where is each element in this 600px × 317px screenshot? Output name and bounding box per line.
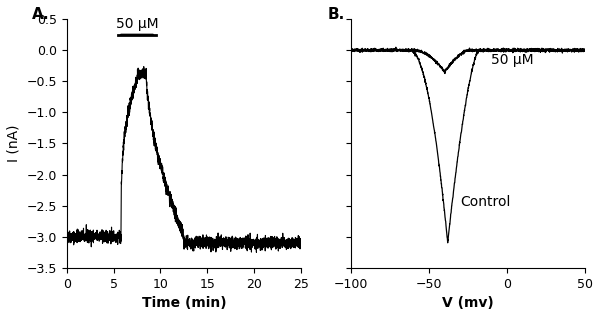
Y-axis label: I (nA): I (nA) [7,125,21,162]
X-axis label: V (mv): V (mv) [442,296,494,310]
Text: Control: Control [460,195,511,209]
Text: 50 μM: 50 μM [116,17,158,31]
Text: 50 μM: 50 μM [491,53,534,67]
X-axis label: Time (min): Time (min) [142,296,226,310]
Text: B.: B. [328,7,344,22]
Text: A.: A. [32,7,49,22]
